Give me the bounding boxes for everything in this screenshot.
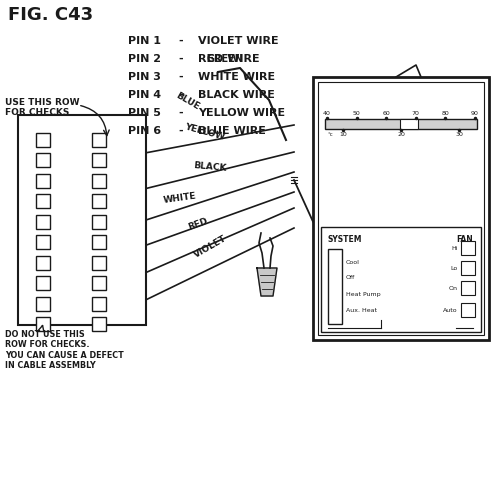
Bar	[92, 194, 106, 208]
Bar	[18, 115, 146, 325]
Text: RED WIRE: RED WIRE	[198, 54, 259, 64]
Bar	[92, 255, 106, 269]
Text: 40: 40	[323, 111, 331, 116]
Text: YELLOW: YELLOW	[184, 123, 226, 142]
Text: RED: RED	[187, 217, 209, 232]
Text: BLUE WIRE: BLUE WIRE	[198, 126, 266, 136]
Bar	[313, 77, 489, 340]
Bar	[36, 296, 50, 311]
Bar	[461, 241, 475, 255]
Text: Heat Pump: Heat Pump	[346, 291, 380, 296]
Text: Lo: Lo	[451, 265, 458, 270]
Text: -: -	[178, 108, 183, 118]
Bar	[328, 249, 342, 324]
Text: Auto: Auto	[443, 307, 458, 313]
Text: YELLOW WIRE: YELLOW WIRE	[198, 108, 285, 118]
Text: °c: °c	[327, 132, 333, 137]
Bar	[321, 227, 481, 332]
Text: Hi: Hi	[452, 246, 458, 250]
Bar	[461, 303, 475, 317]
Bar	[36, 194, 50, 208]
Text: BLUE: BLUE	[175, 91, 201, 112]
Text: FIG. C43: FIG. C43	[8, 6, 93, 24]
Text: BLACK WIRE: BLACK WIRE	[198, 90, 275, 100]
Text: PIN 3: PIN 3	[128, 72, 161, 82]
Bar	[36, 276, 50, 290]
Text: -: -	[178, 72, 183, 82]
Text: PIN 1: PIN 1	[128, 36, 161, 46]
Text: FAN: FAN	[456, 235, 473, 244]
Bar	[36, 235, 50, 249]
Bar	[36, 174, 50, 188]
Bar	[92, 276, 106, 290]
Text: 90: 90	[471, 111, 479, 116]
Text: 50: 50	[353, 111, 361, 116]
Text: VIOLET WIRE: VIOLET WIRE	[198, 36, 278, 46]
Text: WHITE WIRE: WHITE WIRE	[198, 72, 275, 82]
Text: Aux. Heat: Aux. Heat	[346, 308, 377, 313]
Text: PIN 2: PIN 2	[128, 54, 161, 64]
Bar	[36, 255, 50, 269]
Text: WHITE: WHITE	[163, 191, 197, 205]
Text: -: -	[178, 36, 183, 46]
Text: SYSTEM: SYSTEM	[328, 235, 363, 244]
Bar	[92, 133, 106, 147]
Bar	[399, 119, 418, 129]
Text: Cool: Cool	[346, 260, 360, 265]
Text: USE THIS ROW
FOR CHECKS: USE THIS ROW FOR CHECKS	[5, 98, 80, 118]
Text: Off: Off	[346, 275, 355, 280]
Bar	[461, 281, 475, 295]
Text: On: On	[449, 285, 458, 290]
Text: -: -	[178, 126, 183, 136]
Bar	[318, 82, 484, 335]
Bar	[92, 215, 106, 229]
Bar	[92, 317, 106, 331]
Bar	[36, 215, 50, 229]
Text: PIN 6: PIN 6	[128, 126, 161, 136]
Bar	[325, 119, 477, 129]
Text: 30: 30	[455, 132, 463, 137]
Bar	[92, 174, 106, 188]
Text: -: -	[178, 54, 183, 64]
Text: BLACK: BLACK	[193, 161, 227, 173]
Text: PIN 4: PIN 4	[128, 90, 161, 100]
Text: GREEN: GREEN	[207, 54, 244, 64]
Bar	[36, 133, 50, 147]
Text: VIOLET: VIOLET	[192, 234, 228, 260]
Text: 20: 20	[397, 132, 405, 137]
Bar	[92, 235, 106, 249]
Text: 10: 10	[339, 132, 347, 137]
Text: -: -	[178, 90, 183, 100]
Text: PIN 5: PIN 5	[128, 108, 161, 118]
Bar	[92, 296, 106, 311]
Bar	[461, 261, 475, 275]
Text: 70: 70	[412, 111, 420, 116]
Text: 80: 80	[442, 111, 449, 116]
Bar	[92, 153, 106, 167]
Text: 60: 60	[382, 111, 390, 116]
Bar	[36, 317, 50, 331]
Polygon shape	[257, 268, 277, 296]
Bar	[36, 153, 50, 167]
Text: DO NOT USE THIS
ROW FOR CHECKS.
YOU CAN CAUSE A DEFECT
IN CABLE ASSEMBLY: DO NOT USE THIS ROW FOR CHECKS. YOU CAN …	[5, 330, 124, 370]
